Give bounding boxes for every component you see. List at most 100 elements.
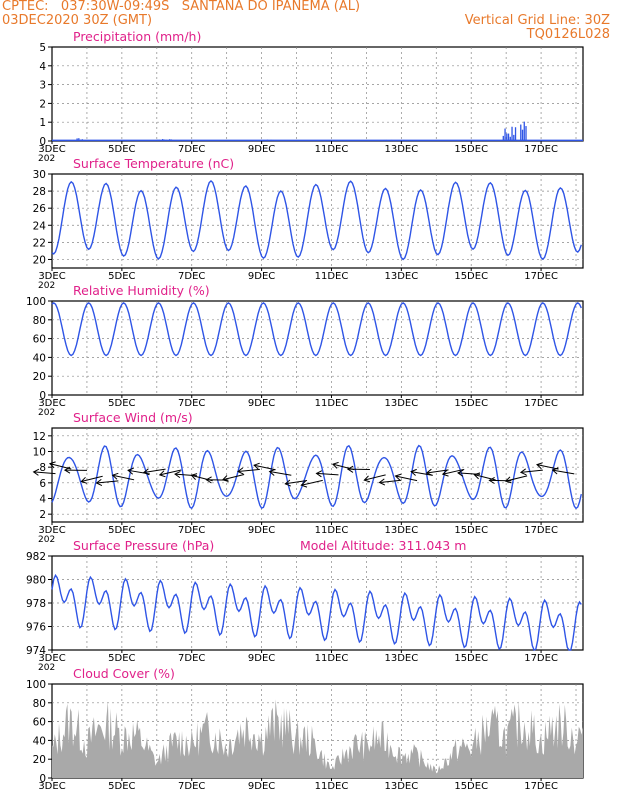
precip-bar xyxy=(383,139,386,141)
y-tick-label: 5 xyxy=(39,42,46,54)
panel-3: Relative Humidity (%) 0 20 40 60 80 100 3DEC 5DE… xyxy=(26,283,584,418)
precip-bar xyxy=(410,140,412,141)
y-tick-label: 24 xyxy=(33,220,47,232)
precip-bar xyxy=(265,140,267,141)
precip-bar xyxy=(160,140,162,141)
wind-arrow-head xyxy=(315,470,323,478)
wind-arrow xyxy=(253,464,276,471)
wind-arrow-head xyxy=(346,465,354,473)
y-tick-label: 2 xyxy=(39,509,46,521)
x-tick-label: 9DEC xyxy=(248,653,275,664)
precip-bar xyxy=(266,139,269,141)
x-tick-label: 17DEC xyxy=(524,144,558,155)
x-cut-label: 202 xyxy=(38,408,55,418)
x-tick-label: 3DEC xyxy=(38,525,65,536)
wind-arrow xyxy=(411,471,433,476)
wind-arrow-head xyxy=(504,476,512,484)
x-tick-label: 11DEC xyxy=(315,781,349,792)
y-tick-label: 0 xyxy=(39,390,46,402)
precip-bar xyxy=(396,140,398,141)
x-tick-label: 9DEC xyxy=(248,271,275,282)
wind-arrow-head xyxy=(237,467,244,475)
x-tick-label: 7DEC xyxy=(178,144,205,155)
wind-arrow-head xyxy=(174,470,181,479)
y-tick-label: 3 xyxy=(39,80,46,92)
x-tick-label: 3DEC xyxy=(38,271,65,282)
series-line xyxy=(51,573,582,651)
panel-title: Surface Pressure (hPa) xyxy=(73,538,214,553)
wind-arrow-head xyxy=(221,475,229,482)
wind-arrow xyxy=(222,473,245,481)
wind-arrow xyxy=(536,464,559,470)
precip-bar xyxy=(76,138,78,141)
x-cut-label: 202 xyxy=(38,281,55,291)
x-tick-label: 13DEC xyxy=(384,781,418,792)
run-date: 03DEC2020 30Z (GMT) xyxy=(2,13,153,28)
x-tick-label: 3DEC xyxy=(38,781,65,792)
x-tick-label: 7DEC xyxy=(178,398,205,409)
y-tick-label: 60 xyxy=(33,334,46,346)
x-tick-label: 15DEC xyxy=(454,781,488,792)
panel-frame xyxy=(51,173,584,269)
y-tick-label: 980 xyxy=(26,575,46,587)
wind-arrow-head xyxy=(111,472,119,480)
wind-arrow-head xyxy=(457,469,464,477)
wind-arrow xyxy=(552,469,575,475)
chart-header: CPTEC: 037:30W-09:49S SANTANA DO IPANEMA… xyxy=(0,0,618,46)
cloud-area xyxy=(52,699,583,778)
x-tick-label: 11DEC xyxy=(315,144,349,155)
wind-arrow xyxy=(143,468,166,473)
wind-arrow-head xyxy=(48,461,56,469)
wind-arrow-head xyxy=(410,468,417,476)
wind-arrow-head xyxy=(473,472,481,480)
x-tick-label: 5DEC xyxy=(108,271,135,282)
y-tick-label: 8 xyxy=(39,462,46,474)
x-tick-label: 7DEC xyxy=(178,525,205,536)
y-tick-label: 30 xyxy=(33,169,46,181)
y-tick-label: 1 xyxy=(39,117,46,129)
wind-arrow-head xyxy=(284,479,291,487)
x-tick-label: 17DEC xyxy=(524,781,558,792)
x-tick-label: 5DEC xyxy=(108,144,135,155)
x-tick-label: 17DEC xyxy=(524,525,558,536)
precip-bar xyxy=(506,133,508,141)
wind-arrow xyxy=(395,475,418,482)
x-tick-label: 3DEC xyxy=(38,144,65,155)
wind-arrow xyxy=(426,469,449,474)
y-tick-label: 978 xyxy=(26,598,46,610)
precip-bar xyxy=(525,126,527,141)
x-tick-label: 5DEC xyxy=(108,653,135,664)
wind-arrow-head xyxy=(551,467,559,475)
wind-arrow-head xyxy=(63,466,71,474)
wind-arrow-head xyxy=(378,478,386,486)
wind-arrow xyxy=(332,463,355,471)
series-line xyxy=(51,179,582,261)
wind-arrow-head xyxy=(32,468,40,476)
wind-arrow-head xyxy=(488,476,495,484)
precip-bar xyxy=(170,139,173,141)
wind-arrow xyxy=(81,475,103,483)
x-tick-label: 11DEC xyxy=(315,398,349,409)
precip-bar xyxy=(389,140,391,141)
y-tick-label: 976 xyxy=(26,622,46,634)
panel-frame xyxy=(51,46,584,142)
wind-arrow xyxy=(237,468,260,473)
panel-5: Surface Pressure (hPa) Model Altitude: 31… xyxy=(26,538,584,673)
panel-title: Surface Wind (m/s) xyxy=(73,410,193,425)
panel-title: Surface Temperature (nC) xyxy=(73,156,234,171)
panel-title: Relative Humidity (%) xyxy=(73,283,210,298)
x-tick-label: 17DEC xyxy=(524,271,558,282)
precip-bar xyxy=(390,139,393,141)
y-tick-label: 60 xyxy=(33,717,46,729)
x-cut-label: 202 xyxy=(38,535,55,545)
x-tick-label: 11DEC xyxy=(315,271,349,282)
y-tick-label: 80 xyxy=(33,315,46,327)
precip-bar xyxy=(167,140,169,141)
precip-bar xyxy=(263,139,265,141)
y-tick-label: 26 xyxy=(33,203,47,215)
x-tick-label: 15DEC xyxy=(454,398,488,409)
precip-bar xyxy=(504,128,506,141)
wind-arrow xyxy=(159,469,182,476)
precip-bar xyxy=(156,139,159,141)
